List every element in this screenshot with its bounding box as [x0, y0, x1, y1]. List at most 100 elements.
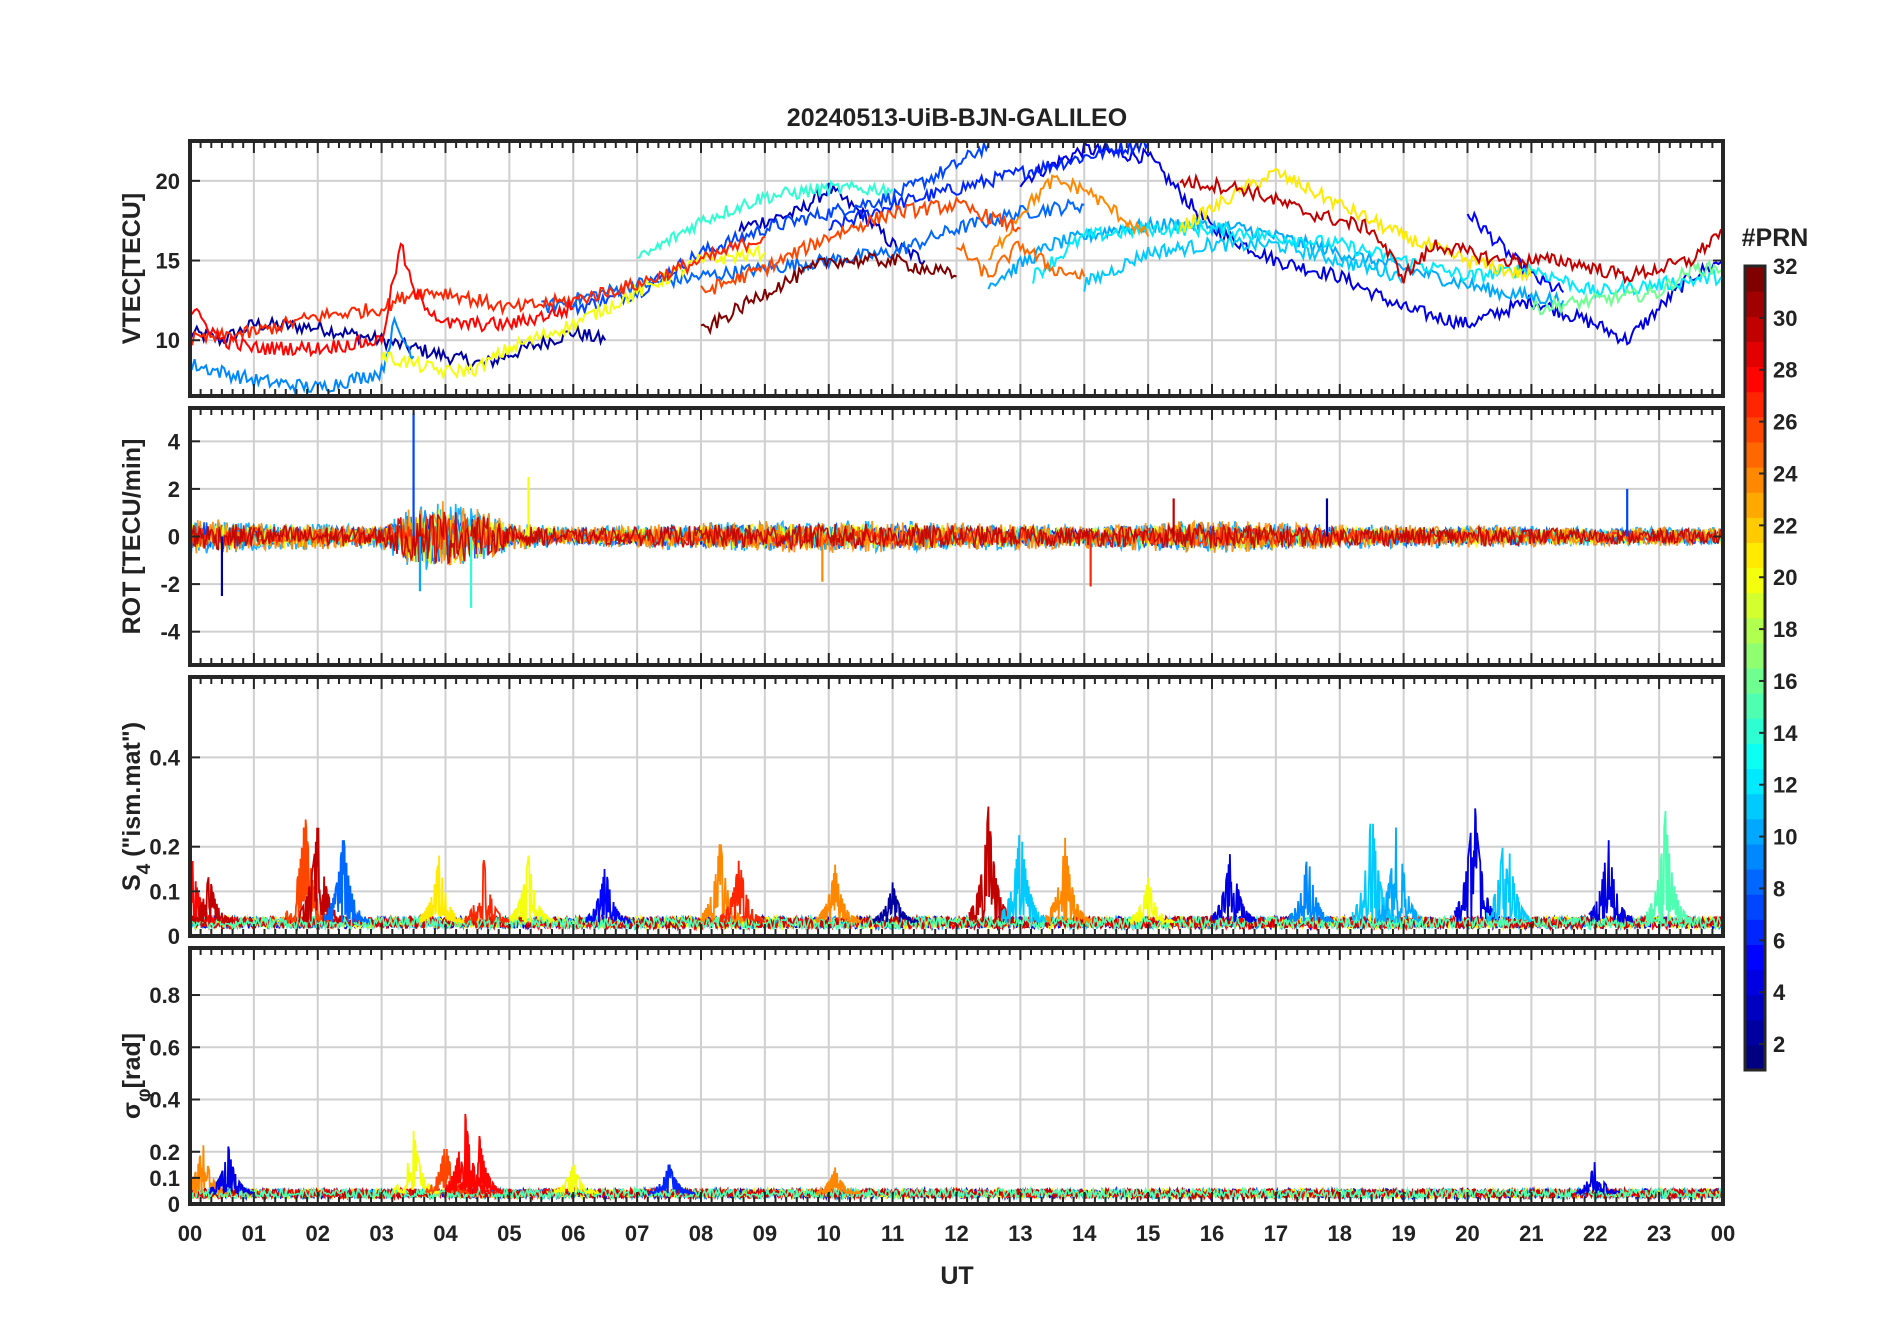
x-minor-ticks — [189, 141, 1724, 396]
burst-line-prn-6 — [649, 1164, 696, 1197]
y-tick-label: 20 — [156, 169, 180, 194]
sigma-phi-panel: 00.10.2 0.4 0.6 0.8 σφ[rad] — [118, 946, 1725, 1217]
x-axis-label: UT — [940, 1262, 973, 1290]
colorbar-segment — [1745, 869, 1765, 895]
series-line-prn-5 — [1466, 210, 1565, 294]
colorbar-tick-label: 10 — [1773, 825, 1797, 850]
burst-line-prn-20 — [508, 855, 555, 925]
burst-line-prn-4 — [208, 1146, 254, 1196]
x-tick-label: 07 — [625, 1221, 649, 1246]
x-tick-label: 10 — [817, 1221, 841, 1246]
colorbar-tick-label: 4 — [1773, 980, 1786, 1005]
series-line-prn-12 — [1032, 218, 1723, 300]
y-tick-label: 15 — [156, 249, 180, 274]
x-minor-ticks — [189, 408, 1724, 665]
x-tick-label: 15 — [1136, 1221, 1160, 1246]
colorbar-tick-label: 8 — [1773, 876, 1785, 901]
colorbar-tick-label: 16 — [1773, 669, 1797, 694]
series-line-prn-26 — [700, 195, 1021, 295]
x-tick-label: 09 — [753, 1221, 777, 1246]
x-minor-ticks — [189, 677, 1724, 936]
colorbar-tick-label: 22 — [1773, 513, 1797, 538]
x-tick-label: 08 — [689, 1221, 713, 1246]
colorbar-segment — [1745, 944, 1765, 971]
colorbar-segment — [1745, 592, 1765, 619]
x-tick-label: 02 — [306, 1221, 330, 1246]
colorbar-tick-label: 6 — [1773, 928, 1785, 953]
x-tick-label: 23 — [1647, 1221, 1671, 1246]
x-tick-label: 18 — [1328, 1221, 1352, 1246]
colorbar-segment — [1745, 391, 1765, 418]
burst-line-prn-9 — [1287, 861, 1334, 923]
x-tick-label: 17 — [1264, 1221, 1288, 1246]
series-line-prn-3 — [738, 182, 926, 266]
colorbar-segment — [1745, 693, 1765, 719]
series-line-prn-25 — [956, 240, 1086, 280]
colorbar-segment — [1745, 894, 1765, 920]
colorbar-tick-label: 20 — [1773, 565, 1797, 590]
burst-line-prn-4 — [1588, 840, 1634, 924]
colorbar-segment — [1745, 617, 1765, 644]
y-axis-label: σφ[rad] — [118, 1033, 155, 1119]
colorbar-tick-label: 30 — [1773, 306, 1797, 331]
y-tick-label: 4 — [168, 429, 181, 454]
colorbar-segment — [1745, 919, 1765, 945]
colorbar-tick-label: 24 — [1773, 461, 1798, 486]
y-tick-label: 2 — [168, 477, 180, 502]
x-tick-label: 20 — [1455, 1221, 1479, 1246]
series-group — [190, 141, 1723, 396]
y-axis-label: VTEC[TECU] — [118, 193, 146, 344]
y-tick-label: 0.4 — [149, 745, 180, 770]
series-line-prn-4 — [1019, 141, 1723, 346]
x-tick-label: 19 — [1391, 1221, 1415, 1246]
colorbar-segment — [1745, 969, 1765, 996]
burst-line-prn-24 — [815, 1167, 862, 1196]
colorbar-segment — [1745, 366, 1765, 393]
colorbar-segment — [1745, 743, 1765, 770]
y-tick-label: 0 — [168, 525, 180, 550]
burst-line-prn-27 — [719, 860, 766, 926]
burst-line-prn-24 — [815, 864, 862, 926]
x-tick-label: 22 — [1583, 1221, 1607, 1246]
burst-line-prn-10 — [1377, 827, 1423, 924]
colorbar-segment — [1745, 441, 1765, 468]
burst-line-prn-27 — [463, 859, 511, 925]
colorbar-segment — [1745, 793, 1765, 820]
colorbar-segment — [1745, 341, 1765, 368]
colorbar-tick-label: 18 — [1773, 617, 1797, 642]
colorbar-segment — [1745, 467, 1765, 493]
y-tick-label: 0 — [168, 1192, 180, 1217]
x-tick-label: 16 — [1200, 1221, 1224, 1246]
colorbar-segment — [1745, 567, 1765, 594]
series-line-prn-10 — [987, 215, 1565, 308]
y-tick-label: 0.8 — [149, 983, 180, 1008]
y-tick-label: 0.4 — [149, 1088, 180, 1113]
y-axis-label: ROT [TECU/min] — [118, 439, 146, 635]
x-tick-label: 12 — [944, 1221, 968, 1246]
rot-panel: -4 -2 0 2 4 ROT [TECU/min] — [118, 406, 1725, 667]
series-line-prn-32 — [700, 251, 957, 336]
burst-line-prn-8 — [323, 840, 370, 924]
series-line-prn-2 — [190, 315, 607, 371]
burst-line-prn-30 — [297, 827, 344, 924]
colorbar-tick-label: 14 — [1773, 721, 1798, 746]
colorbar-frame — [1743, 264, 1767, 1072]
x-tick-label: 21 — [1519, 1221, 1543, 1246]
x-tick-label: 13 — [1008, 1221, 1032, 1246]
burst-line-prn-11 — [1000, 835, 1047, 925]
rot-line-prn-30 — [190, 511, 1723, 565]
burst-line-prn-20 — [1128, 877, 1175, 926]
burst-line-prn-26 — [425, 1148, 471, 1195]
colorbar-segment — [1745, 994, 1765, 1021]
burst-line-prn-24 — [190, 1145, 229, 1197]
burst-line-prn-4 — [1211, 854, 1257, 923]
x-tick-label: 00 — [1711, 1221, 1735, 1246]
colorbar-tick-label: 28 — [1773, 358, 1797, 383]
burst-line-prn-24 — [700, 844, 746, 924]
burst-line-prn-11 — [1485, 847, 1532, 924]
y-tick-label: 0 — [168, 924, 180, 949]
baseline-line-prn-15 — [190, 913, 1723, 932]
series-line-prn-30 — [1179, 172, 1723, 285]
colorbar-label: #PRN — [1742, 224, 1809, 252]
